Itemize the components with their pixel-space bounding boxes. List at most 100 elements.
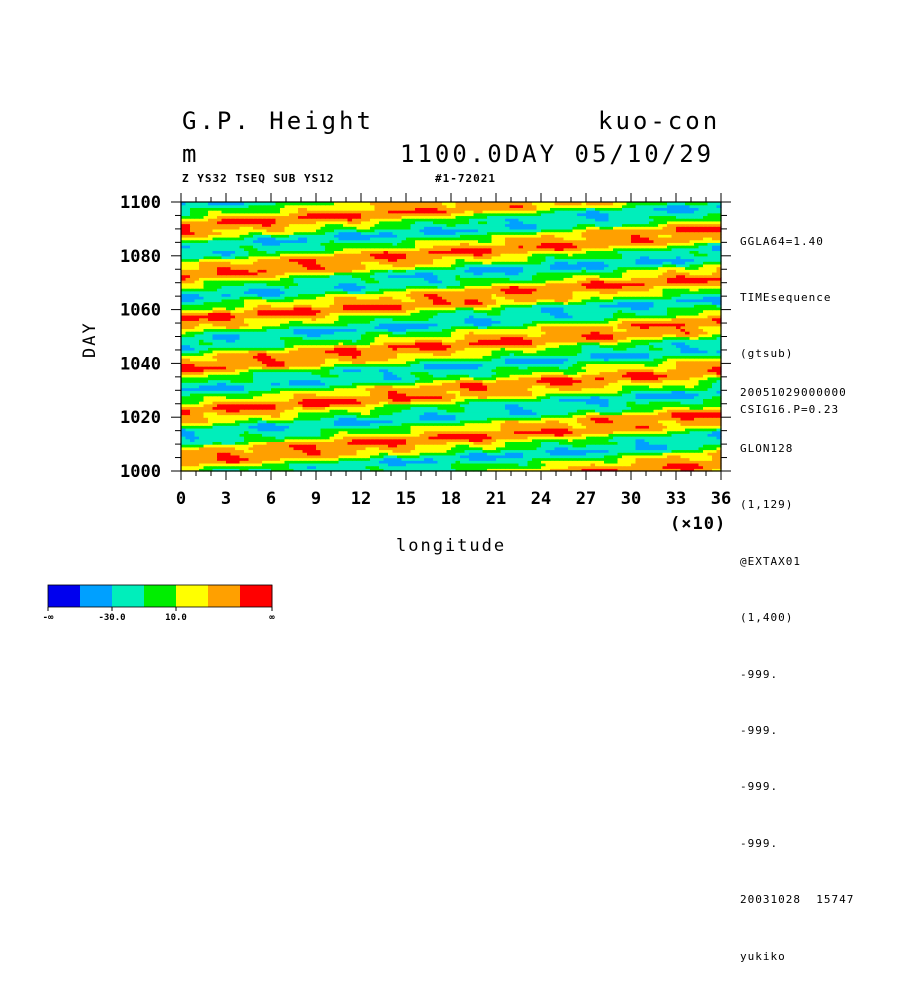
- heatmap-cell: [235, 430, 241, 434]
- heatmap-cell: [545, 438, 551, 443]
- heatmap-cell: [190, 468, 196, 472]
- heatmap-cell: [631, 465, 637, 469]
- heatmap-cell: [644, 401, 650, 405]
- heatmap-cell: [626, 392, 632, 397]
- heatmap-cell: [514, 406, 520, 410]
- heatmap-cell: [275, 417, 281, 421]
- heatmap-cell: [410, 452, 416, 456]
- heatmap-cell: [563, 446, 569, 451]
- heatmap-cell: [523, 462, 529, 467]
- heatmap-cell: [595, 401, 601, 405]
- heatmap-cell: [455, 427, 461, 432]
- heatmap-cell: [640, 379, 646, 383]
- heatmap-cell: [185, 379, 191, 383]
- heatmap-cell: [509, 419, 515, 424]
- heatmap-cell: [658, 392, 664, 397]
- heatmap-cell: [320, 411, 326, 416]
- heatmap-cell: [527, 409, 533, 413]
- heatmap-cell: [266, 406, 272, 410]
- heatmap-cell: [284, 441, 290, 445]
- heatmap-cell: [500, 382, 506, 386]
- heatmap-cell: [680, 452, 686, 456]
- heatmap-cell: [253, 403, 259, 408]
- heatmap-cell: [271, 414, 277, 418]
- heatmap-cell: [392, 454, 398, 459]
- heatmap-cell: [343, 384, 349, 389]
- heatmap-cell: [424, 390, 430, 394]
- heatmap-cell: [689, 392, 695, 397]
- heatmap-cell: [401, 419, 407, 424]
- heatmap-cell: [226, 422, 232, 426]
- heatmap-cell: [518, 457, 524, 461]
- heatmap-cell: [523, 454, 529, 459]
- heatmap-cell: [550, 379, 556, 383]
- heatmap-cell: [545, 425, 551, 429]
- heatmap-cell: [298, 433, 304, 437]
- heatmap-cell: [379, 401, 385, 405]
- heatmap-cell: [482, 390, 488, 394]
- heatmap-cell: [671, 417, 677, 421]
- heatmap-cell: [199, 419, 205, 424]
- heatmap-cell: [608, 427, 614, 432]
- heatmap-cell: [581, 382, 587, 386]
- heatmap-cell: [703, 457, 709, 461]
- heatmap-cell: [509, 465, 515, 469]
- heatmap-cell: [338, 419, 344, 424]
- heatmap-cell: [419, 441, 425, 445]
- heatmap-cell: [509, 460, 515, 464]
- heatmap-cell: [370, 425, 376, 429]
- heatmap-cell: [617, 425, 623, 429]
- heatmap-cell: [383, 387, 389, 391]
- heatmap-cell: [496, 419, 502, 424]
- heatmap-cell: [581, 438, 587, 443]
- heatmap-cell: [554, 422, 560, 426]
- heatmap-cell: [496, 427, 502, 432]
- heatmap-cell: [280, 438, 286, 443]
- heatmap-cell: [226, 433, 232, 437]
- heatmap-cell: [392, 387, 398, 391]
- heatmap-cell: [550, 401, 556, 405]
- heatmap-cell: [671, 387, 677, 391]
- heatmap-cell: [685, 409, 691, 413]
- heatmap-cell: [478, 382, 484, 386]
- heatmap-cell: [329, 438, 335, 443]
- heatmap-cell: [244, 427, 250, 432]
- heatmap-cell: [518, 395, 524, 399]
- heatmap-cell: [689, 419, 695, 424]
- heatmap-cell: [235, 468, 241, 472]
- heatmap-cell: [428, 430, 434, 434]
- heatmap-cell: [509, 422, 515, 426]
- heatmap-cell: [604, 409, 610, 413]
- heatmap-cell: [514, 454, 520, 459]
- heatmap-cell: [676, 411, 682, 416]
- heatmap-cell: [653, 390, 659, 394]
- heatmap-cell: [383, 401, 389, 405]
- heatmap-cell: [316, 392, 322, 397]
- heatmap-cell: [644, 436, 650, 440]
- heatmap-cell: [190, 422, 196, 426]
- heatmap-cell: [500, 395, 506, 399]
- heatmap-cell: [271, 390, 277, 394]
- heatmap-cell: [514, 395, 520, 399]
- heatmap-cell: [698, 462, 704, 467]
- heatmap-cell: [671, 462, 677, 467]
- heatmap-cell: [518, 398, 524, 402]
- heatmap-cell: [694, 446, 700, 451]
- heatmap-cell: [235, 452, 241, 456]
- heatmap-cell: [518, 409, 524, 413]
- heatmap-cell: [343, 401, 349, 405]
- heatmap-cell: [239, 465, 245, 469]
- heatmap-cell: [703, 454, 709, 459]
- heatmap-cell: [406, 401, 412, 405]
- heatmap-cell: [680, 409, 686, 413]
- heatmap-cell: [649, 401, 655, 405]
- heatmap-cell: [298, 465, 304, 469]
- heatmap-cell: [203, 387, 209, 391]
- heatmap-cell: [275, 379, 281, 383]
- heatmap-cell: [518, 465, 524, 469]
- heatmap-cell: [505, 411, 511, 416]
- heatmap-cell: [208, 468, 214, 472]
- heatmap-cell: [460, 401, 466, 405]
- heatmap-cell: [608, 390, 614, 394]
- heatmap-cell: [491, 409, 497, 413]
